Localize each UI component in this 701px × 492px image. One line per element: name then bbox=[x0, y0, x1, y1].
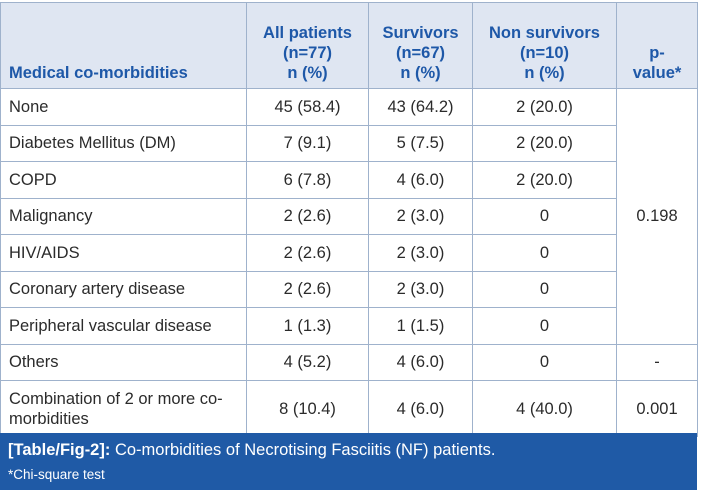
header-all-patients: All patients (n=77) n (%) bbox=[246, 2, 369, 89]
cell-survivors: 4 (6.0) bbox=[368, 343, 473, 381]
table-row: Peripheral vascular disease 1 (1.3) 1 (1… bbox=[0, 307, 698, 345]
cell-non-survivors: 0 bbox=[472, 343, 617, 381]
cell-survivors: 4 (6.0) bbox=[368, 161, 473, 199]
cell-all-patients: 1 (1.3) bbox=[246, 307, 369, 345]
row-label: None bbox=[0, 88, 247, 126]
cell-non-survivors: 0 bbox=[472, 197, 617, 235]
row-label: Peripheral vascular disease bbox=[0, 307, 247, 345]
table-row: Others 4 (5.2) 4 (6.0) 0 - bbox=[0, 343, 698, 381]
cell-non-survivors: 0 bbox=[472, 307, 617, 345]
cell-non-survivors: 2 (20.0) bbox=[472, 161, 617, 199]
row-label: Coronary artery disease bbox=[0, 270, 247, 308]
cell-survivors: 2 (3.0) bbox=[368, 270, 473, 308]
cell-all-patients: 2 (2.6) bbox=[246, 197, 369, 235]
cell-non-survivors: 0 bbox=[472, 270, 617, 308]
caption-label: [Table/Fig-2]: bbox=[8, 441, 111, 459]
cell-survivors: 4 (6.0) bbox=[368, 380, 473, 437]
cell-all-patients: 6 (7.8) bbox=[246, 161, 369, 199]
cell-non-survivors: 0 bbox=[472, 234, 617, 272]
cell-survivors: 2 (3.0) bbox=[368, 197, 473, 235]
table-row: HIV/AIDS 2 (2.6) 2 (3.0) 0 bbox=[0, 234, 698, 272]
cell-non-survivors: 4 (40.0) bbox=[472, 380, 617, 437]
cell-all-patients: 4 (5.2) bbox=[246, 343, 369, 381]
table-row: Coronary artery disease 2 (2.6) 2 (3.0) … bbox=[0, 270, 698, 308]
row-label: COPD bbox=[0, 161, 247, 199]
row-label: Malignancy bbox=[0, 197, 247, 235]
table-row: None 45 (58.4) 43 (64.2) 2 (20.0) 0.198 bbox=[0, 88, 698, 345]
cell-p-value-group: 0.198 bbox=[616, 88, 698, 345]
row-label: HIV/AIDS bbox=[0, 234, 247, 272]
header-non-survivors: Non survivors (n=10) n (%) bbox=[472, 2, 617, 89]
cell-all-patients: 45 (58.4) bbox=[246, 88, 369, 126]
row-label: Combination of 2 or more co-morbidities bbox=[0, 380, 247, 437]
cell-survivors: 5 (7.5) bbox=[368, 124, 473, 162]
header-row: Medical co-morbidities All patients (n=7… bbox=[0, 2, 698, 89]
row-label: Others bbox=[0, 343, 247, 381]
table-row: Combination of 2 or more co-morbidities … bbox=[0, 380, 698, 437]
cell-all-patients: 8 (10.4) bbox=[246, 380, 369, 437]
cell-survivors: 43 (64.2) bbox=[368, 88, 473, 126]
caption-text: Co-morbidities of Necrotising Fasciitis … bbox=[110, 441, 496, 459]
header-p-value: p- value* bbox=[616, 2, 698, 89]
figure-caption: [Table/Fig-2]: Co-morbidities of Necroti… bbox=[0, 433, 697, 490]
cell-p-value-others: - bbox=[616, 343, 698, 381]
cell-all-patients: 2 (2.6) bbox=[246, 234, 369, 272]
cell-all-patients: 2 (2.6) bbox=[246, 270, 369, 308]
caption-title: [Table/Fig-2]: Co-morbidities of Necroti… bbox=[8, 441, 495, 460]
header-comorbidities: Medical co-morbidities bbox=[0, 2, 247, 89]
comorbidities-table-container: Medical co-morbidities All patients (n=7… bbox=[0, 2, 698, 437]
table-row: COPD 6 (7.8) 4 (6.0) 2 (20.0) bbox=[0, 161, 698, 199]
comorbidities-table: Medical co-morbidities All patients (n=7… bbox=[0, 2, 698, 437]
cell-non-survivors: 2 (20.0) bbox=[472, 88, 617, 126]
cell-survivors: 1 (1.5) bbox=[368, 307, 473, 345]
table-row: Malignancy 2 (2.6) 2 (3.0) 0 bbox=[0, 197, 698, 235]
header-survivors: Survivors (n=67) n (%) bbox=[368, 2, 473, 89]
cell-p-value-combination: 0.001 bbox=[616, 380, 698, 437]
table-row: Diabetes Mellitus (DM) 7 (9.1) 5 (7.5) 2… bbox=[0, 124, 698, 162]
cell-non-survivors: 2 (20.0) bbox=[472, 124, 617, 162]
cell-survivors: 2 (3.0) bbox=[368, 234, 473, 272]
cell-all-patients: 7 (9.1) bbox=[246, 124, 369, 162]
row-label: Diabetes Mellitus (DM) bbox=[0, 124, 247, 162]
caption-footnote: *Chi-square test bbox=[8, 467, 105, 482]
